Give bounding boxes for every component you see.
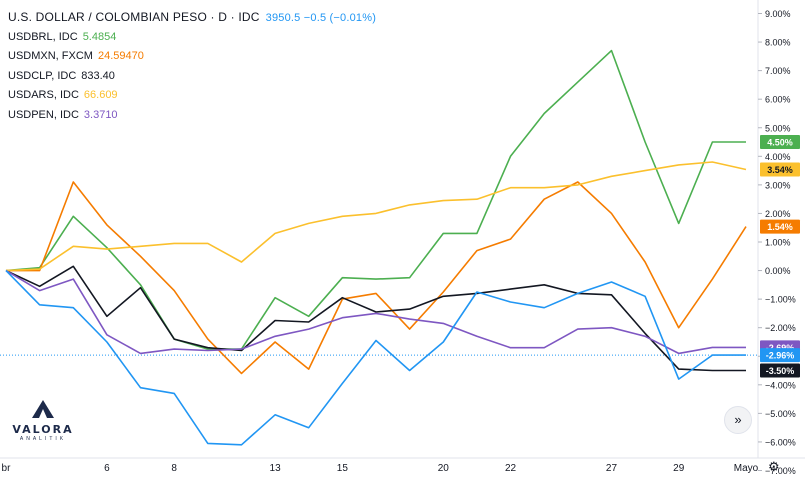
- legend: U.S. DOLLAR / COLOMBIAN PESO · D · IDC 39…: [8, 8, 376, 125]
- x-tick-label: 8: [171, 463, 177, 474]
- y-tick-label: 5.00%: [765, 123, 791, 133]
- main-quote: 3950.5 −0.5 (−0.01%): [265, 12, 377, 24]
- legend-item-label: USDPEN, IDC: [8, 108, 79, 121]
- badge-label: -2.69%: [766, 343, 795, 353]
- series-line-usdclp: [5, 265, 746, 372]
- x-tick-label: br: [2, 463, 12, 474]
- y-tick-label: 1.00%: [765, 238, 791, 248]
- y-tick-label: 0.00%: [765, 266, 791, 276]
- y-tick-label: −7.00%: [765, 466, 796, 476]
- x-axis: br 6 8 13 15 20 22 27 29 Mayo: [2, 463, 759, 474]
- scroll-to-realtime-button[interactable]: »: [724, 406, 752, 434]
- x-tick-label: 22: [505, 463, 517, 474]
- badge-background: [760, 162, 800, 177]
- y-tick-label: −2.00%: [765, 323, 796, 333]
- legend-item-value: 5.4854: [82, 30, 117, 43]
- x-tick-label: 13: [270, 463, 282, 474]
- badge-background: [760, 135, 800, 150]
- last-value-badge: -3.50%: [760, 363, 800, 378]
- legend-item-label: USDMXN, FXCM: [8, 50, 93, 62]
- series-line-usdpen: [5, 269, 746, 355]
- legend-item-usdpen[interactable]: USDPEN, IDC 3.3710: [8, 106, 376, 126]
- series-line-usdmxn: [6, 181, 747, 375]
- y-tick-label: 8.00%: [765, 38, 791, 48]
- badge-background: [760, 348, 800, 363]
- y-tick-label: 4.00%: [765, 152, 791, 162]
- y-tick-label: −4.00%: [765, 380, 796, 390]
- series-line-usdbrl: [5, 49, 746, 350]
- logo-subtitle: ANALITIK: [19, 436, 67, 442]
- y-tick-label: 9.00%: [765, 9, 791, 19]
- x-tick-label: 27: [606, 463, 618, 474]
- x-tick-label: Mayo: [734, 463, 759, 474]
- legend-item-value: 833.40: [81, 69, 115, 82]
- series-line-usdcop: [5, 270, 746, 446]
- legend-item-usdbrl[interactable]: USDBRL, IDC 5.4854: [8, 28, 376, 48]
- chart-title-row: U.S. DOLLAR / COLOMBIAN PESO · D · IDC 39…: [8, 8, 376, 28]
- grid-lines: [0, 0, 805, 459]
- legend-item-value: 3.3710: [83, 108, 118, 121]
- x-tick-label: 29: [673, 463, 685, 474]
- x-tick-label: 20: [438, 463, 450, 474]
- y-tick-label: 6.00%: [765, 95, 791, 105]
- legend-item-usdclp[interactable]: USDCLP, IDC 833.40: [8, 67, 376, 87]
- x-tick-label: 15: [337, 463, 349, 474]
- badge-label: 4.50%: [767, 138, 793, 148]
- y-tick-label: 2.00%: [765, 209, 791, 219]
- series-line-usdars: [5, 161, 747, 272]
- last-value-badge: -2.96%: [760, 348, 800, 363]
- legend-item-label: USDCLP, IDC: [8, 69, 77, 82]
- settings-gear-icon[interactable]: ⚙: [768, 459, 780, 474]
- legend-item-usdmxn[interactable]: USDMXN, FXCM 24.59470: [8, 47, 376, 67]
- badge-label: -3.50%: [766, 366, 795, 376]
- legend-item-label: USDBRL, IDC: [8, 30, 78, 43]
- legend-item-value: 66.609: [83, 89, 118, 101]
- y-tick-label: 7.00%: [765, 66, 791, 76]
- valora-logo: VALORA ANALITIK: [8, 400, 78, 442]
- badge-background: [760, 219, 800, 234]
- logo-wordmark: VALORA: [12, 423, 74, 436]
- valora-logo-icon: [32, 400, 54, 418]
- last-value-badge: 1.54%: [760, 219, 800, 234]
- last-value-badge: 4.50%: [760, 135, 800, 150]
- x-tick-label: 6: [104, 463, 110, 474]
- badge-label: 3.54%: [767, 165, 793, 175]
- badge-label: -2.96%: [766, 351, 795, 361]
- last-value-badge: 3.54%: [760, 162, 800, 177]
- legend-item-usdars[interactable]: USDARS, IDC 66.609: [8, 86, 376, 106]
- badge-background: [760, 363, 800, 378]
- legend-item-label: USDARS, IDC: [8, 89, 79, 101]
- series-lines: [5, 49, 747, 446]
- chart-title: U.S. DOLLAR / COLOMBIAN PESO · D · IDC: [8, 10, 260, 24]
- y-tick-label: −6.00%: [765, 437, 796, 447]
- y-axis: 9.00% 8.00% 7.00% 6.00% 5.00% 4.00% 3.00% 2.00%…: [758, 9, 796, 476]
- y-tick-label: −1.00%: [765, 295, 796, 305]
- y-tick-label: 3.00%: [765, 180, 791, 190]
- legend-item-value: 24.59470: [97, 50, 144, 62]
- last-value-badges: 4.50% 1.54% -3.50% 3.54% -2.69%-2.96%: [760, 135, 800, 378]
- badge-label: 1.54%: [767, 222, 793, 232]
- y-tick-label: −5.00%: [765, 409, 796, 419]
